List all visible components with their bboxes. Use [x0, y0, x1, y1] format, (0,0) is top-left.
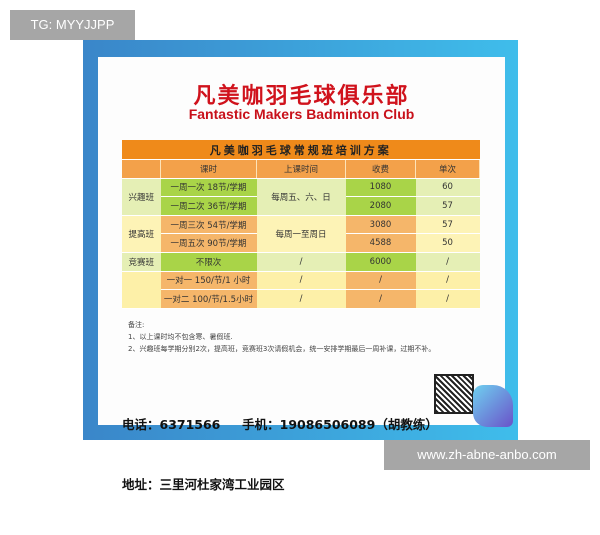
hours-cell: 一对二 100/节/1.5小时: [160, 289, 257, 309]
class-name: 兴趣班: [122, 178, 161, 216]
table-row: 一周五次 90节/学期 4588 50: [122, 233, 480, 253]
header-cell: 收费: [345, 159, 416, 179]
class-name: [122, 271, 161, 309]
hours-cell: 一周五次 90节/学期: [160, 233, 257, 253]
fee-cell: /: [345, 289, 416, 309]
table-row: 一周二次 36节/学期 2080 57: [122, 196, 480, 216]
single-cell: /: [415, 252, 480, 272]
site-label: www.zh-abne-anbo.com: [384, 440, 590, 470]
table-header: 课时 上课时间 收费 单次: [122, 159, 480, 179]
time-cell: 每周五、六、日: [256, 178, 346, 216]
note-item: 1、以上课时均不包含寒、暑假班.: [128, 333, 233, 341]
class-name: 竞赛班: [122, 252, 161, 272]
mascot-illustration: [473, 385, 513, 427]
table-row: 一对二 100/节/1.5小时 / / /: [122, 289, 480, 309]
notes-heading: 备注:: [128, 321, 145, 329]
single-cell: /: [415, 271, 480, 291]
poster: 凡美咖羽毛球俱乐部 Fantastic Makers Badminton Clu…: [83, 40, 518, 492]
poster-panel: 凡美咖羽毛球俱乐部 Fantastic Makers Badminton Clu…: [98, 57, 505, 492]
hours-cell: 一周一次 18节/学期: [160, 178, 257, 198]
single-cell: 57: [415, 215, 480, 235]
pricing-table: 凡美咖羽毛球常规班培训方案 课时 上课时间 收费 单次 兴趣班 一周一次 18节…: [122, 140, 480, 309]
header-cell: 上课时间: [256, 159, 346, 179]
class-name: 提高班: [122, 215, 161, 253]
time-cell: /: [256, 271, 346, 291]
single-cell: /: [415, 289, 480, 309]
notes: 备注: 1、以上课时均不包含寒、暑假班. 2、兴趣班每学期分别2次，提高班，竞赛…: [128, 319, 435, 355]
club-subtitle: Fantastic Makers Badminton Club: [188, 106, 415, 122]
hours-cell: 一周三次 54节/学期: [160, 215, 257, 235]
fee-cell: 6000: [345, 252, 416, 272]
header-cell: [122, 159, 161, 179]
single-cell: 60: [415, 178, 480, 198]
phone-line: 电话：6371566 手机：19086506089（胡教练）: [122, 417, 438, 432]
table-title: 凡美咖羽毛球常规班培训方案: [122, 140, 480, 160]
qr-code-icon: [434, 374, 474, 414]
single-cell: 57: [415, 196, 480, 216]
hours-cell: 一对一 150/节/1 小时: [160, 271, 257, 291]
address-line: 地址：三里河杜家湾工业园区: [122, 477, 285, 492]
note-item: 2、兴趣班每学期分别2次，提高班，竞赛班3次请假机会，统一安排学期最后一周补课，…: [128, 345, 436, 353]
time-cell: /: [256, 252, 346, 272]
time-cell: 每周一至周日: [256, 215, 346, 253]
fee-cell: 3080: [345, 215, 416, 235]
hours-cell: 一周二次 36节/学期: [160, 196, 257, 216]
table-row: 一对一 150/节/1 小时 / / /: [122, 271, 480, 309]
fee-cell: 2080: [345, 196, 416, 216]
table-row: 竞赛班 不限次 / 6000 /: [122, 252, 480, 272]
time-cell: /: [256, 289, 346, 309]
header-cell: 课时: [160, 159, 257, 179]
fee-cell: 1080: [345, 178, 416, 198]
qr-caption: [431, 364, 475, 370]
club-title: 凡美咖羽毛球俱乐部: [193, 84, 410, 109]
fee-cell: /: [345, 271, 416, 291]
hours-cell: 不限次: [160, 252, 257, 272]
header-cell: 单次: [415, 159, 480, 179]
single-cell: 50: [415, 233, 480, 253]
table-row: 兴趣班 一周一次 18节/学期 每周五、六、日 1080 60: [122, 178, 480, 216]
table-row: 提高班 一周三次 54节/学期 每周一至周日 3080 57: [122, 215, 480, 253]
watermark-tag: TG: MYYJJPP: [10, 10, 135, 40]
fee-cell: 4588: [345, 233, 416, 253]
